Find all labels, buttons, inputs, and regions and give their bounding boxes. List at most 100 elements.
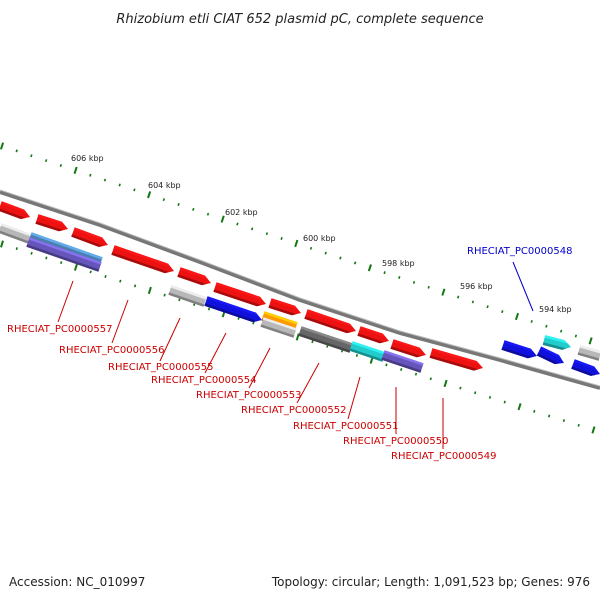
gene-label-556[interactable]: RHECIAT_PC0000556 [59, 345, 164, 356]
gene-label-551[interactable]: RHECIAT_PC0000551 [293, 421, 398, 432]
scale-label-600: 600 kbp [303, 234, 336, 243]
minor-tick [398, 276, 401, 280]
gene-feature[interactable] [168, 285, 207, 307]
gene-features [0, 201, 600, 378]
gene-label-553[interactable]: RHECIAT_PC0000553 [196, 390, 301, 401]
scale-label-594: 594 kbp [539, 305, 572, 314]
gene-feature[interactable] [542, 335, 573, 352]
major-tick [147, 191, 152, 199]
major-tick [514, 312, 520, 321]
gene-feature[interactable] [381, 350, 424, 373]
gene-feature[interactable] [35, 214, 69, 234]
minor-tick [206, 212, 210, 216]
minor-tick [530, 319, 533, 323]
minor-tick [89, 173, 92, 177]
major-tick [0, 142, 5, 150]
major-tick [588, 337, 593, 345]
gene-feature[interactable] [260, 317, 297, 338]
gene-feature[interactable] [71, 227, 109, 249]
gene-feature[interactable] [213, 282, 267, 308]
minor-tick [133, 284, 137, 288]
minor-tick [309, 246, 313, 250]
minor-tick [545, 324, 548, 328]
minor-tick [250, 227, 254, 231]
gene-label-550[interactable]: RHECIAT_PC0000550 [343, 436, 448, 447]
gene-feature[interactable] [390, 339, 427, 360]
major-tick [367, 264, 372, 272]
major-tick [517, 403, 522, 411]
gene-labels: RHECIAT_PC0000557 RHECIAT_PC0000556 RHEC… [7, 246, 572, 462]
minor-tick [118, 183, 121, 187]
minor-tick [192, 207, 195, 211]
gene-feature[interactable] [304, 309, 357, 335]
label-leader-line [111, 299, 129, 344]
minor-tick [133, 188, 136, 192]
minor-tick [547, 414, 551, 418]
scale-label-598: 598 kbp [382, 259, 415, 268]
minor-tick [30, 251, 33, 255]
gene-label-548[interactable]: RHECIAT_PC0000548 [467, 246, 572, 257]
gene-label-leaders [57, 261, 534, 449]
major-tick [441, 288, 446, 296]
gene-feature[interactable] [429, 348, 485, 373]
minor-tick [559, 329, 563, 333]
minor-tick [574, 334, 578, 338]
gene-label-557[interactable]: RHECIAT_PC0000557 [7, 324, 112, 335]
minor-tick [412, 280, 416, 284]
scale-label-602: 602 kbp [225, 208, 258, 217]
gene-feature[interactable] [0, 223, 32, 244]
minor-tick [207, 307, 211, 311]
minor-tick [562, 419, 566, 423]
gene-label-552[interactable]: RHECIAT_PC0000552 [241, 405, 346, 416]
sequence-backbone [0, 189, 600, 390]
minor-tick [104, 275, 107, 279]
label-leader-line [57, 280, 74, 323]
gene-feature[interactable] [177, 267, 212, 287]
gene-feature[interactable] [111, 245, 175, 275]
label-leader-line [512, 261, 534, 312]
major-tick [591, 426, 596, 434]
major-tick [0, 240, 4, 248]
gene-feature[interactable] [26, 237, 102, 272]
scale-label-604: 604 kbp [148, 181, 181, 190]
gene-feature[interactable] [268, 298, 302, 318]
minor-tick [60, 261, 63, 265]
gene-label-554[interactable]: RHECIAT_PC0000554 [151, 375, 256, 386]
minor-tick [503, 400, 506, 404]
minor-tick [577, 423, 580, 427]
minor-tick [385, 363, 388, 367]
gene-feature[interactable] [298, 326, 353, 353]
gene-feature[interactable] [0, 201, 32, 221]
gene-feature[interactable] [501, 340, 538, 361]
gene-feature[interactable] [357, 326, 390, 345]
gene-feature[interactable] [536, 346, 566, 367]
gene-feature[interactable] [349, 341, 386, 362]
label-leader-line [296, 362, 320, 404]
minor-tick [311, 340, 314, 344]
gene-label-555[interactable]: RHECIAT_PC0000555 [108, 362, 213, 373]
gene-label-549[interactable]: RHECIAT_PC0000549 [391, 451, 496, 462]
major-tick [147, 286, 152, 295]
minor-tick [533, 409, 536, 413]
minor-tick [89, 270, 92, 274]
minor-tick [488, 395, 492, 399]
minor-tick [15, 149, 18, 153]
gene-feature[interactable] [204, 296, 263, 324]
minor-tick [501, 310, 504, 314]
scale-label-596: 596 kbp [460, 282, 493, 291]
minor-tick [324, 251, 327, 255]
scale-labels: 606 kbp 604 kbp 602 kbp 600 kbp 598 kbp … [71, 154, 572, 314]
major-tick [443, 379, 448, 388]
genome-summary-text: Topology: circular; Length: 1,091,523 bp… [271, 575, 590, 589]
minor-tick [30, 154, 33, 158]
minor-tick [471, 300, 475, 304]
minor-tick [456, 295, 460, 299]
minor-tick [429, 377, 432, 381]
gene-feature[interactable] [577, 345, 600, 361]
label-leader-line [204, 332, 227, 374]
label-leader-line [248, 347, 271, 389]
gene-feature[interactable] [571, 359, 600, 378]
minor-tick [474, 391, 477, 395]
minor-tick [162, 198, 166, 202]
